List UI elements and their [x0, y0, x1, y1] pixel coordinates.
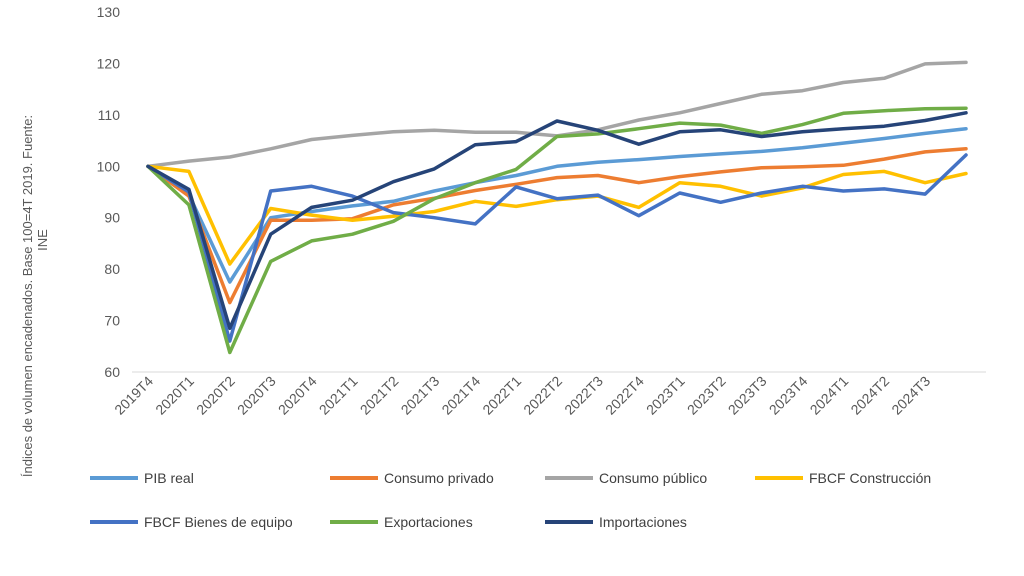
x-tick-label: 2020T2 — [193, 373, 238, 418]
x-tick-label: 2022T4 — [602, 373, 647, 418]
legend-item: Exportaciones — [330, 514, 473, 530]
legend-item: FBCF Construcción — [755, 470, 931, 486]
y-tick-label: 110 — [98, 107, 121, 123]
x-tick-label: 2021T1 — [316, 373, 361, 418]
x-tick-label: 2023T2 — [684, 373, 729, 418]
y-tick-label: 130 — [97, 4, 121, 20]
legend-label: Importaciones — [599, 514, 687, 530]
y-tick-label: 80 — [104, 261, 120, 277]
legend-swatch — [330, 476, 378, 480]
x-axis-ticks: 2019T42020T12020T22020T32020T42021T12021… — [111, 373, 933, 418]
series-line-consumo-privado — [146, 147, 968, 305]
legend-label: Consumo privado — [384, 470, 494, 486]
y-axis-label: Índices de volumen encadenados. Base 100… — [20, 115, 50, 477]
x-tick-label: 2024T2 — [847, 373, 892, 418]
series-line-pib-real — [146, 126, 968, 284]
y-axis-ticks: 60 70 80 90 100 110 120 130 — [97, 4, 121, 380]
series-line-exportaciones — [146, 106, 968, 355]
series-lines — [146, 60, 968, 355]
legend-swatch — [545, 476, 593, 480]
y-tick-label: 90 — [104, 210, 120, 226]
legend-swatch — [545, 520, 593, 524]
legend-label: FBCF Bienes de equipo — [144, 514, 293, 530]
x-tick-label: 2020T1 — [152, 373, 197, 418]
legend-item: PIB real — [90, 470, 194, 486]
legend-swatch — [90, 476, 138, 480]
legend-swatch — [90, 520, 138, 524]
legend-swatch — [330, 520, 378, 524]
series-line-fbcf-construcci-n — [146, 164, 968, 266]
x-tick-label: 2022T1 — [479, 373, 524, 418]
x-tick-label: 2024T3 — [888, 373, 933, 418]
x-tick-label: 2023T1 — [643, 373, 688, 418]
x-tick-label: 2023T4 — [766, 373, 811, 418]
legend-label: PIB real — [144, 470, 194, 486]
legend-label: FBCF Construcción — [809, 470, 932, 486]
legend-item: FBCF Bienes de equipo — [90, 514, 293, 530]
x-tick-label: 2021T3 — [398, 373, 443, 418]
x-tick-label: 2022T3 — [561, 373, 606, 418]
y-tick-label: 120 — [97, 55, 121, 71]
y-axis-label-line: Índices de volumen encadenados. Base 100… — [20, 115, 35, 477]
x-tick-label: 2020T4 — [275, 373, 320, 418]
x-tick-label: 2021T4 — [438, 373, 483, 418]
x-tick-label: 2020T3 — [234, 373, 279, 418]
legend-swatch — [755, 476, 803, 480]
y-axis-label-line: INE — [35, 229, 50, 251]
y-tick-label: 60 — [104, 364, 120, 380]
series-line-fbcf-bienes-de-equipo — [146, 153, 968, 343]
x-tick-label: 2021T2 — [357, 373, 402, 418]
legend-item: Consumo privado — [330, 470, 494, 486]
x-tick-label: 2023T3 — [725, 373, 770, 418]
x-tick-label: 2022T2 — [520, 373, 565, 418]
legend-item: Consumo público — [545, 470, 707, 486]
x-tick-label: 2024T1 — [807, 373, 852, 418]
legend-item: Importaciones — [545, 514, 687, 530]
legend-label: Exportaciones — [384, 514, 473, 530]
y-tick-label: 100 — [97, 158, 121, 174]
series-line-importaciones — [146, 111, 968, 331]
y-tick-label: 70 — [104, 313, 120, 329]
legend-label: Consumo público — [599, 470, 708, 486]
